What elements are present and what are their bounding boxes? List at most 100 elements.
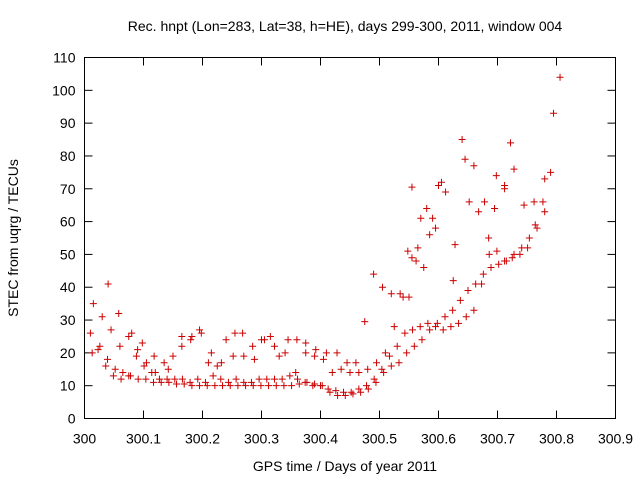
y-tick-label: 10 — [60, 378, 76, 394]
data-point — [142, 359, 150, 367]
data-point — [107, 326, 115, 334]
data-point — [293, 336, 301, 344]
data-point — [491, 204, 499, 212]
data-point — [408, 254, 416, 262]
data-point — [125, 372, 133, 380]
data-point — [447, 323, 455, 331]
data-point — [393, 342, 401, 350]
data-point — [332, 387, 340, 395]
data-point — [403, 349, 411, 357]
data-point — [518, 244, 526, 252]
data-point — [255, 375, 263, 383]
data-point — [194, 375, 202, 383]
data-point — [364, 385, 372, 393]
data-point — [506, 139, 514, 147]
data-point — [333, 349, 341, 357]
data-point — [550, 109, 558, 117]
y-tick-label: 110 — [53, 50, 76, 66]
data-point — [395, 359, 403, 367]
data-point — [171, 375, 179, 383]
data-point — [420, 264, 428, 272]
y-tick-label: 20 — [60, 345, 76, 361]
y-tick-label: 40 — [60, 279, 76, 295]
data-point — [142, 375, 150, 383]
data-point — [495, 260, 503, 268]
data-point — [117, 375, 125, 383]
data-point — [408, 183, 416, 191]
data-point — [275, 352, 283, 360]
data-point — [116, 342, 124, 350]
data-point — [541, 175, 549, 183]
data-point — [178, 342, 186, 350]
data-point — [203, 382, 211, 390]
data-point — [186, 378, 194, 386]
data-point — [501, 257, 509, 265]
data-point — [462, 313, 470, 321]
data-point — [302, 349, 310, 357]
data-point — [125, 332, 133, 340]
data-point — [240, 352, 248, 360]
data-point — [481, 198, 489, 206]
data-point — [485, 250, 493, 258]
data-point — [525, 234, 533, 242]
data-point — [409, 326, 417, 334]
data-point — [355, 385, 363, 393]
data-point — [487, 264, 495, 272]
data-point — [378, 283, 386, 291]
data-point — [265, 382, 273, 390]
data-point — [363, 382, 371, 390]
x-tick-label: 300.3 — [244, 431, 279, 447]
data-point — [240, 378, 248, 386]
data-point — [361, 318, 369, 326]
data-point — [372, 378, 380, 386]
y-tick-label: 90 — [60, 115, 76, 131]
x-tick-label: 300.9 — [598, 431, 633, 447]
data-point — [187, 336, 195, 344]
y-axis: 0 10 20 30 40 50 60 70 80 90 100 110 — [52, 50, 616, 427]
data-point — [410, 342, 418, 350]
data-point — [479, 270, 487, 278]
data-point — [340, 388, 348, 396]
data-point — [405, 293, 413, 301]
data-point — [352, 359, 360, 367]
data-point — [416, 323, 424, 331]
data-point — [508, 254, 516, 262]
data-point — [249, 342, 257, 350]
data-point — [343, 359, 351, 367]
data-point — [138, 339, 146, 347]
data-point — [381, 349, 389, 357]
data-point — [247, 378, 255, 386]
x-tick-label: 300.2 — [185, 431, 220, 447]
y-tick-label: 60 — [60, 214, 76, 230]
data-point — [349, 390, 357, 398]
data-point — [378, 365, 386, 373]
data-point — [423, 204, 431, 212]
data-point — [155, 375, 163, 383]
data-point — [109, 372, 117, 380]
data-point — [373, 359, 381, 367]
data-point — [134, 375, 142, 383]
data-point — [449, 306, 457, 314]
data-point — [311, 352, 319, 360]
data-point — [224, 378, 232, 386]
data-point — [470, 162, 478, 170]
data-point — [470, 306, 478, 314]
data-point — [456, 296, 464, 304]
data-point — [204, 359, 212, 367]
data-point — [111, 365, 119, 373]
data-point — [465, 198, 473, 206]
y-tick-label: 0 — [68, 411, 76, 427]
data-point — [278, 375, 286, 383]
x-tick-label: 300.5 — [362, 431, 397, 447]
data-point — [196, 326, 204, 334]
data-point — [449, 277, 457, 285]
data-point — [357, 388, 365, 396]
data-point — [207, 349, 215, 357]
data-point — [458, 136, 466, 144]
data-point — [88, 349, 96, 357]
data-point — [150, 352, 158, 360]
data-point — [311, 380, 319, 388]
data-point — [472, 280, 480, 288]
data-point — [295, 380, 303, 388]
data-point — [478, 280, 486, 288]
